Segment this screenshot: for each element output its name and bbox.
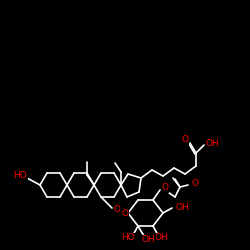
- Text: O: O: [191, 178, 198, 188]
- Text: OH: OH: [141, 236, 155, 244]
- Text: O: O: [114, 206, 120, 214]
- Text: OH: OH: [176, 204, 190, 212]
- Text: O: O: [121, 208, 128, 218]
- Text: HO: HO: [13, 170, 27, 179]
- Text: OH: OH: [206, 138, 220, 147]
- Text: HO: HO: [121, 234, 135, 242]
- Text: O: O: [162, 184, 168, 192]
- Text: O: O: [182, 136, 188, 144]
- Text: OH: OH: [154, 234, 168, 242]
